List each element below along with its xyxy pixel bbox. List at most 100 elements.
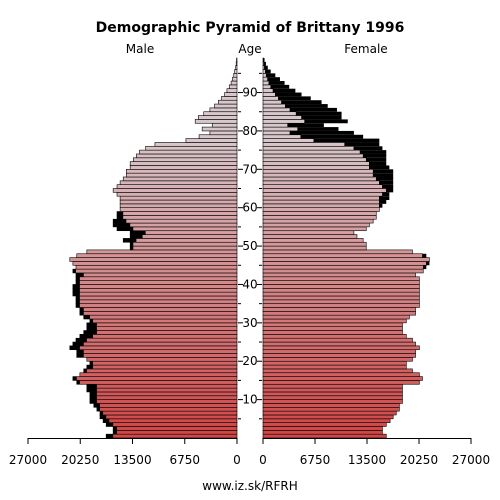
female-bar bbox=[262, 92, 276, 97]
male-excess-bar bbox=[75, 276, 80, 281]
female-bar bbox=[262, 99, 282, 105]
male-bar bbox=[75, 337, 238, 343]
female-bar bbox=[262, 126, 298, 132]
male-bar bbox=[83, 330, 238, 335]
male-bar bbox=[72, 261, 238, 266]
male-x-tick-label: 20250 bbox=[61, 453, 99, 467]
female-bar bbox=[262, 238, 364, 243]
female-excess-bar bbox=[422, 253, 427, 258]
male-excess-bar bbox=[83, 315, 90, 320]
female-excess-bar bbox=[379, 200, 387, 204]
female-bar bbox=[262, 272, 416, 278]
male-bar bbox=[129, 161, 238, 166]
female-bar bbox=[262, 192, 383, 197]
male-bar bbox=[112, 218, 238, 224]
male-bar bbox=[112, 188, 238, 193]
male-bar bbox=[75, 264, 238, 270]
male-bar bbox=[116, 226, 238, 232]
male-excess-bar bbox=[89, 391, 97, 396]
male-bar bbox=[232, 76, 238, 82]
male-bar bbox=[119, 195, 238, 201]
female-bar bbox=[262, 337, 413, 343]
male-excess-bar bbox=[86, 388, 97, 392]
female-excess-bar bbox=[313, 138, 380, 143]
male-bar bbox=[197, 115, 238, 120]
male-excess-bar bbox=[89, 399, 97, 404]
male-excess-bar bbox=[89, 395, 97, 400]
female-bar bbox=[262, 161, 370, 166]
female-bar bbox=[262, 119, 305, 124]
male-bar bbox=[122, 176, 238, 182]
female-excess-bar bbox=[382, 192, 390, 197]
male-bar bbox=[116, 211, 238, 216]
male-bar bbox=[129, 234, 238, 239]
male-excess-bar bbox=[96, 407, 100, 412]
female-bar bbox=[262, 257, 430, 262]
male-bar bbox=[86, 249, 238, 255]
female-bar bbox=[262, 399, 403, 404]
female-bar bbox=[262, 403, 400, 408]
male-bar bbox=[214, 103, 238, 109]
female-bar bbox=[262, 288, 420, 293]
male-excess-bar bbox=[76, 380, 80, 385]
female-bar bbox=[262, 383, 403, 389]
female-bar bbox=[262, 176, 377, 182]
female-excess-bar bbox=[369, 165, 390, 170]
female-excess-bar bbox=[301, 115, 342, 120]
female-excess-bar bbox=[382, 184, 394, 189]
male-bar bbox=[96, 406, 238, 412]
female-bar bbox=[262, 234, 358, 239]
male-bar bbox=[72, 291, 238, 297]
female-bar bbox=[262, 395, 403, 400]
female-bar bbox=[262, 203, 380, 208]
female-x-tick-label: 27000 bbox=[452, 453, 490, 467]
male-bar bbox=[112, 426, 238, 431]
female-bar bbox=[262, 307, 416, 312]
female-bar bbox=[262, 169, 374, 174]
female-bar bbox=[262, 414, 394, 420]
male-bar bbox=[72, 284, 238, 289]
female-bar bbox=[262, 291, 420, 297]
female-bar bbox=[262, 353, 416, 358]
male-excess-bar bbox=[83, 368, 87, 373]
male-bar bbox=[112, 222, 238, 228]
female-bar bbox=[262, 88, 274, 93]
female-bar bbox=[262, 153, 364, 159]
male-excess-bar bbox=[72, 292, 80, 296]
female-bar bbox=[262, 253, 423, 258]
female-bar bbox=[262, 303, 420, 308]
female-excess-bar bbox=[379, 196, 390, 201]
male-excess-bar bbox=[99, 414, 107, 419]
male-bar bbox=[129, 230, 238, 235]
female-excess-bar bbox=[264, 65, 268, 70]
male-excess-bar bbox=[93, 403, 100, 408]
male-bar bbox=[126, 172, 238, 178]
male-excess-bar bbox=[75, 272, 84, 277]
female-bar bbox=[262, 330, 403, 335]
male-bar bbox=[86, 383, 238, 389]
male-bar bbox=[122, 238, 238, 243]
male-excess-bar bbox=[117, 215, 124, 220]
female-bar bbox=[262, 195, 380, 201]
chart-title: Demographic Pyramid of Brittany 1996 bbox=[96, 20, 405, 36]
male-bar bbox=[203, 111, 238, 116]
female-excess-bar bbox=[379, 203, 383, 208]
female-bar bbox=[262, 73, 267, 78]
male-bar bbox=[76, 253, 238, 258]
female-excess-bar bbox=[360, 150, 387, 154]
female-excess-bar bbox=[275, 92, 302, 97]
female-bar bbox=[262, 184, 383, 189]
male-bar bbox=[221, 96, 238, 101]
male-bar bbox=[116, 192, 238, 197]
female-excess-bar bbox=[266, 73, 276, 78]
male-bar bbox=[89, 360, 238, 366]
female-bar bbox=[262, 372, 420, 377]
male-bar bbox=[119, 199, 238, 205]
female-bar bbox=[262, 226, 367, 232]
female-bar bbox=[262, 172, 374, 178]
female-bar bbox=[262, 268, 424, 274]
male-x-tick-label: 6750 bbox=[169, 453, 200, 467]
male-excess-bar bbox=[99, 411, 104, 415]
axes-layer: 27000 20250 13500 6750 0 0 6750 13500 20250 27000… bbox=[9, 72, 490, 467]
female-excess-bar bbox=[366, 157, 387, 162]
